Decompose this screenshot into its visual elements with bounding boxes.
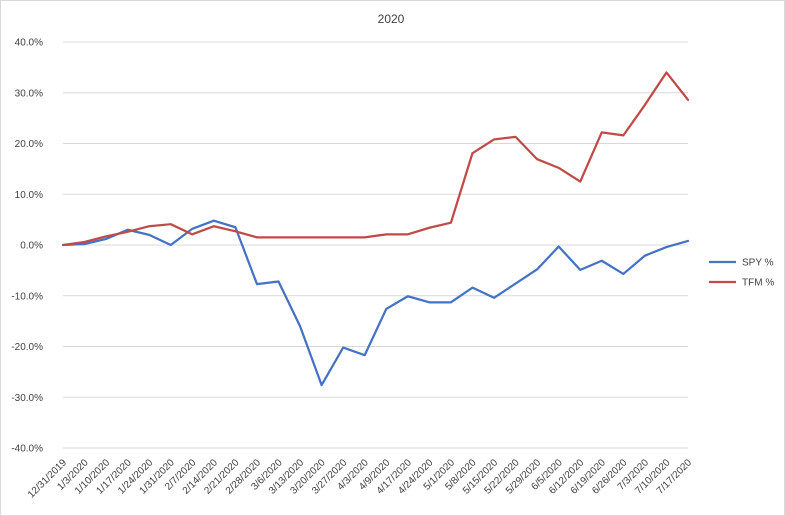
y-tick-label: -40.0%: [11, 444, 43, 455]
chart-title: 2020: [378, 12, 405, 26]
y-tick-label: 40.0%: [15, 38, 43, 49]
series-line-tfm: [61, 71, 690, 247]
x-axis: 12/31/20191/3/20201/10/20201/17/20201/24…: [26, 457, 694, 500]
series-line-spy: [61, 219, 690, 387]
y-tick-label: 30.0%: [15, 88, 43, 99]
legend-label: TFM %: [742, 278, 774, 289]
y-tick-label: 10.0%: [15, 190, 43, 201]
y-axis: 40.0% 30.0% 20.0% 10.0% 0.0% -10.0% -20.0% -30.…: [11, 38, 43, 455]
y-tick-label: -20.0%: [11, 342, 43, 353]
legend: SPY % TFM %: [709, 258, 774, 289]
legend-label: SPY %: [742, 258, 774, 269]
y-tick-label: 0.0%: [20, 241, 43, 252]
y-tick-label: -30.0%: [11, 393, 43, 404]
y-tick-label: -10.0%: [11, 291, 43, 302]
series-lines: [61, 71, 690, 387]
gridlines: [63, 41, 688, 449]
y-tick-label: 20.0%: [15, 139, 43, 150]
